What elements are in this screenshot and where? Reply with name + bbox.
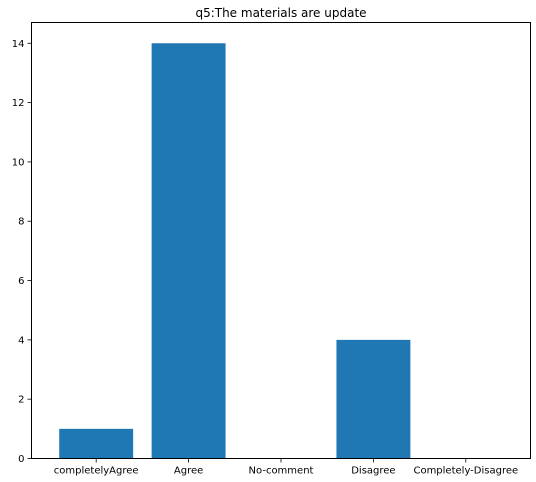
y-tick-label: 4 <box>18 335 24 346</box>
bar-Disagree <box>336 339 411 459</box>
bars-group <box>59 43 411 459</box>
x-tick-label: completelyAgree <box>54 466 139 477</box>
x-tick-label: Disagree <box>351 466 395 477</box>
y-tick-label: 14 <box>12 39 25 50</box>
x-tick-label: Completely-Disagree <box>413 466 518 477</box>
x-tick-label: Agree <box>174 466 203 477</box>
y-tick-label: 6 <box>18 276 24 287</box>
y-tick-label: 10 <box>12 157 25 168</box>
y-tick-label: 2 <box>18 395 24 406</box>
chart-title: q5:The materials are update <box>195 6 366 20</box>
x-axis: completelyAgree Agree No-comment Disagree Co… <box>54 458 518 477</box>
y-tick-label: 12 <box>12 98 25 109</box>
x-tick-label: No-comment <box>249 466 314 477</box>
y-axis: 0 2 4 6 8 10 12 14 <box>12 39 32 465</box>
y-tick-label: 0 <box>18 454 24 465</box>
bar-Agree <box>151 43 226 459</box>
bar-completelyAgree <box>59 428 134 459</box>
plot-frame <box>31 22 531 459</box>
y-tick-label: 8 <box>18 217 24 228</box>
